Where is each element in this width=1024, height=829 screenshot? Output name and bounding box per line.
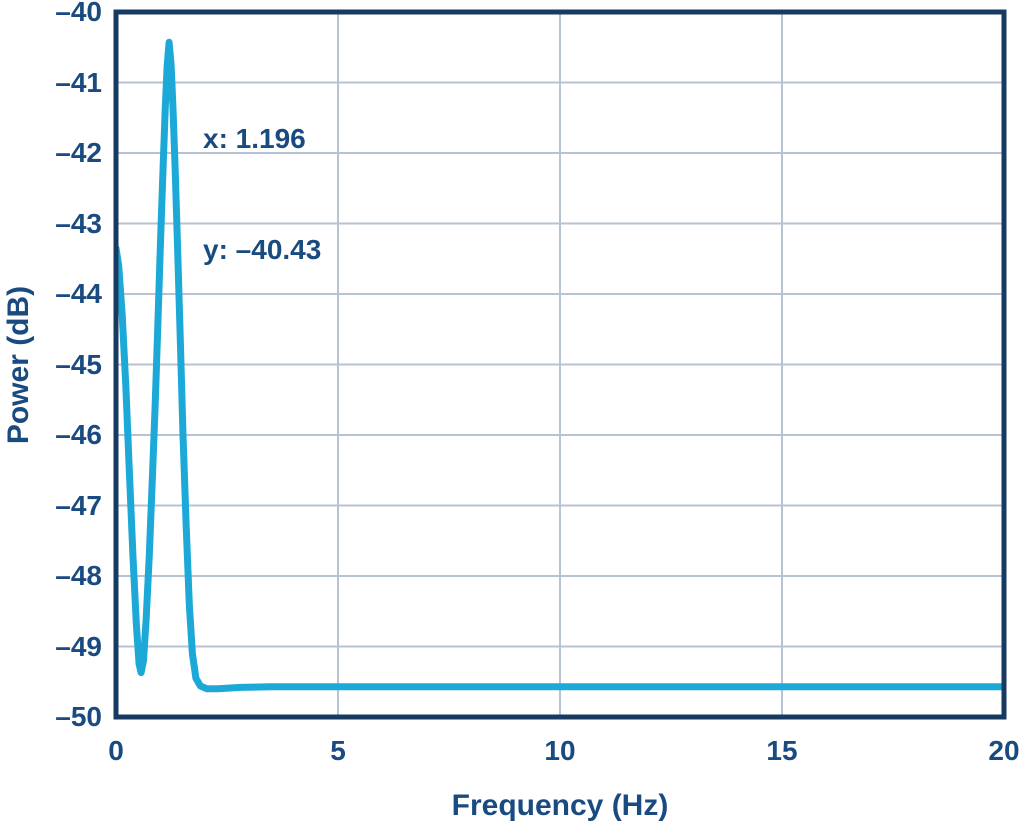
- y-tick-label: –45: [55, 348, 102, 380]
- y-tick-label: –48: [55, 560, 102, 591]
- y-tick-label: –42: [55, 137, 102, 168]
- x-tick-label: 10: [544, 735, 576, 766]
- y-tick-label: –44: [55, 278, 102, 309]
- y-tick-label: –47: [55, 489, 102, 521]
- y-tick-label: –49: [55, 630, 102, 662]
- peak-annotation-x: x: 1.196: [203, 123, 306, 154]
- x-tick-label: 5: [330, 735, 346, 766]
- y-tick-label: –43: [55, 207, 102, 239]
- axes-border: [113, 9, 1007, 720]
- peak-annotation: x: 1.196 y: –40.43: [203, 46, 321, 342]
- x-tick-label: 15: [766, 735, 798, 766]
- y-tick-label: –40: [55, 0, 102, 27]
- y-tick-label: –46: [55, 419, 102, 450]
- series-line: [118, 38, 1002, 693]
- x-tick-label: 20: [988, 735, 1020, 766]
- x-tick-label: 0: [108, 735, 124, 766]
- y-tick-label: –50: [55, 701, 102, 732]
- peak-annotation-y: y: –40.43: [203, 234, 322, 265]
- x-axis-title: Frequency (Hz): [451, 789, 669, 822]
- y-axis-title: Power (dB): [2, 285, 35, 445]
- y-tick-label: –41: [55, 66, 102, 98]
